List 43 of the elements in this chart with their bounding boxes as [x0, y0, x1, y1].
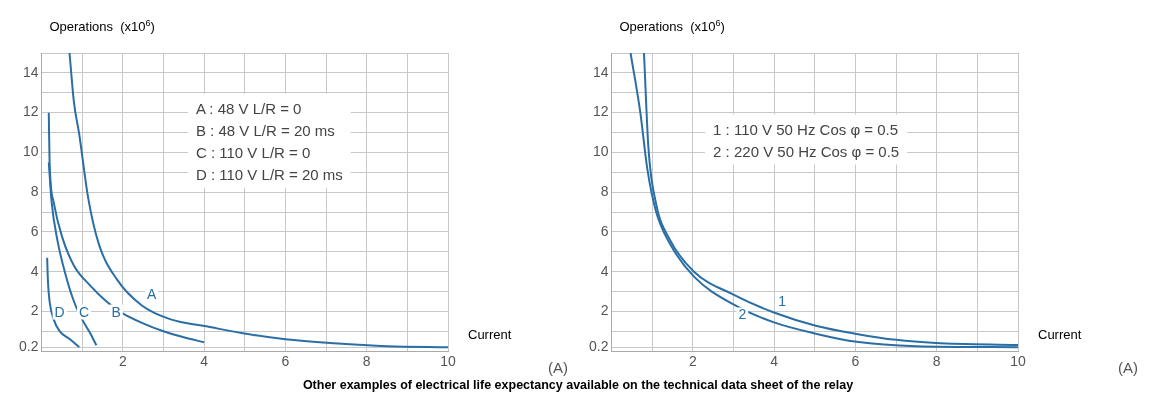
x-tick-label: 2: [118, 353, 127, 370]
annotation: D : 110 V L/R = 20 ms: [195, 165, 343, 183]
y-tick-label: 6: [600, 222, 609, 239]
text: (A): [548, 359, 568, 377]
x-tick-label: 10: [1010, 353, 1026, 370]
series-label: A: [146, 286, 157, 303]
y-tick-label: 4: [30, 262, 39, 279]
y-tick-label: 10: [592, 143, 609, 160]
series-label: D: [54, 303, 65, 320]
y-tick-label: 4: [600, 262, 609, 279]
annotation: C : 110 V L/R = 0: [195, 143, 311, 161]
y-tick-label: 2: [30, 302, 39, 319]
x-tick-label: 2: [688, 353, 697, 370]
y-tick-label: 14: [22, 63, 39, 80]
series-label: 1: [778, 293, 787, 310]
x-tick-label: 4: [770, 353, 779, 370]
annotation: A : 48 V L/R = 0: [195, 99, 302, 117]
x-tick-label: 6: [281, 353, 290, 370]
x-axis-title: Current: [1038, 327, 1082, 343]
series-label: 2: [738, 306, 747, 323]
x-tick-label: 6: [851, 353, 860, 370]
y-tick-label: 14: [592, 63, 609, 80]
annotation: 1 : 110 V 50 Hz Cos φ = 0.5: [713, 120, 899, 138]
annotation: 2 : 220 V 50 Hz Cos φ = 0.5: [713, 142, 900, 160]
series-label: B: [111, 303, 121, 320]
y-tick-label: 12: [22, 103, 39, 120]
x-axis-title: Current: [468, 327, 512, 343]
y-tick-label: 10: [22, 143, 39, 160]
y-tick-label: 8: [600, 183, 609, 200]
text: Other examples of electrical life expectancy available on the technical data sheet of the relay: [301, 378, 855, 392]
x-tick-label: 8: [932, 353, 941, 370]
y-tick-label: 2: [600, 302, 609, 319]
annotation: B : 48 V L/R = 20 ms: [195, 121, 335, 139]
y-tick-label: 6: [30, 222, 39, 239]
x-tick-label: 4: [200, 353, 209, 370]
text: (A): [1118, 359, 1138, 377]
y-tick-label: 8: [30, 183, 39, 200]
x-tick-label: 10: [440, 353, 456, 370]
series-label: C: [78, 303, 90, 320]
x-tick-label: 8: [362, 353, 371, 370]
y-tick-label: 0.2: [588, 338, 609, 355]
y-tick-label: 12: [592, 103, 609, 120]
y-tick-label: 0.2: [18, 338, 39, 355]
